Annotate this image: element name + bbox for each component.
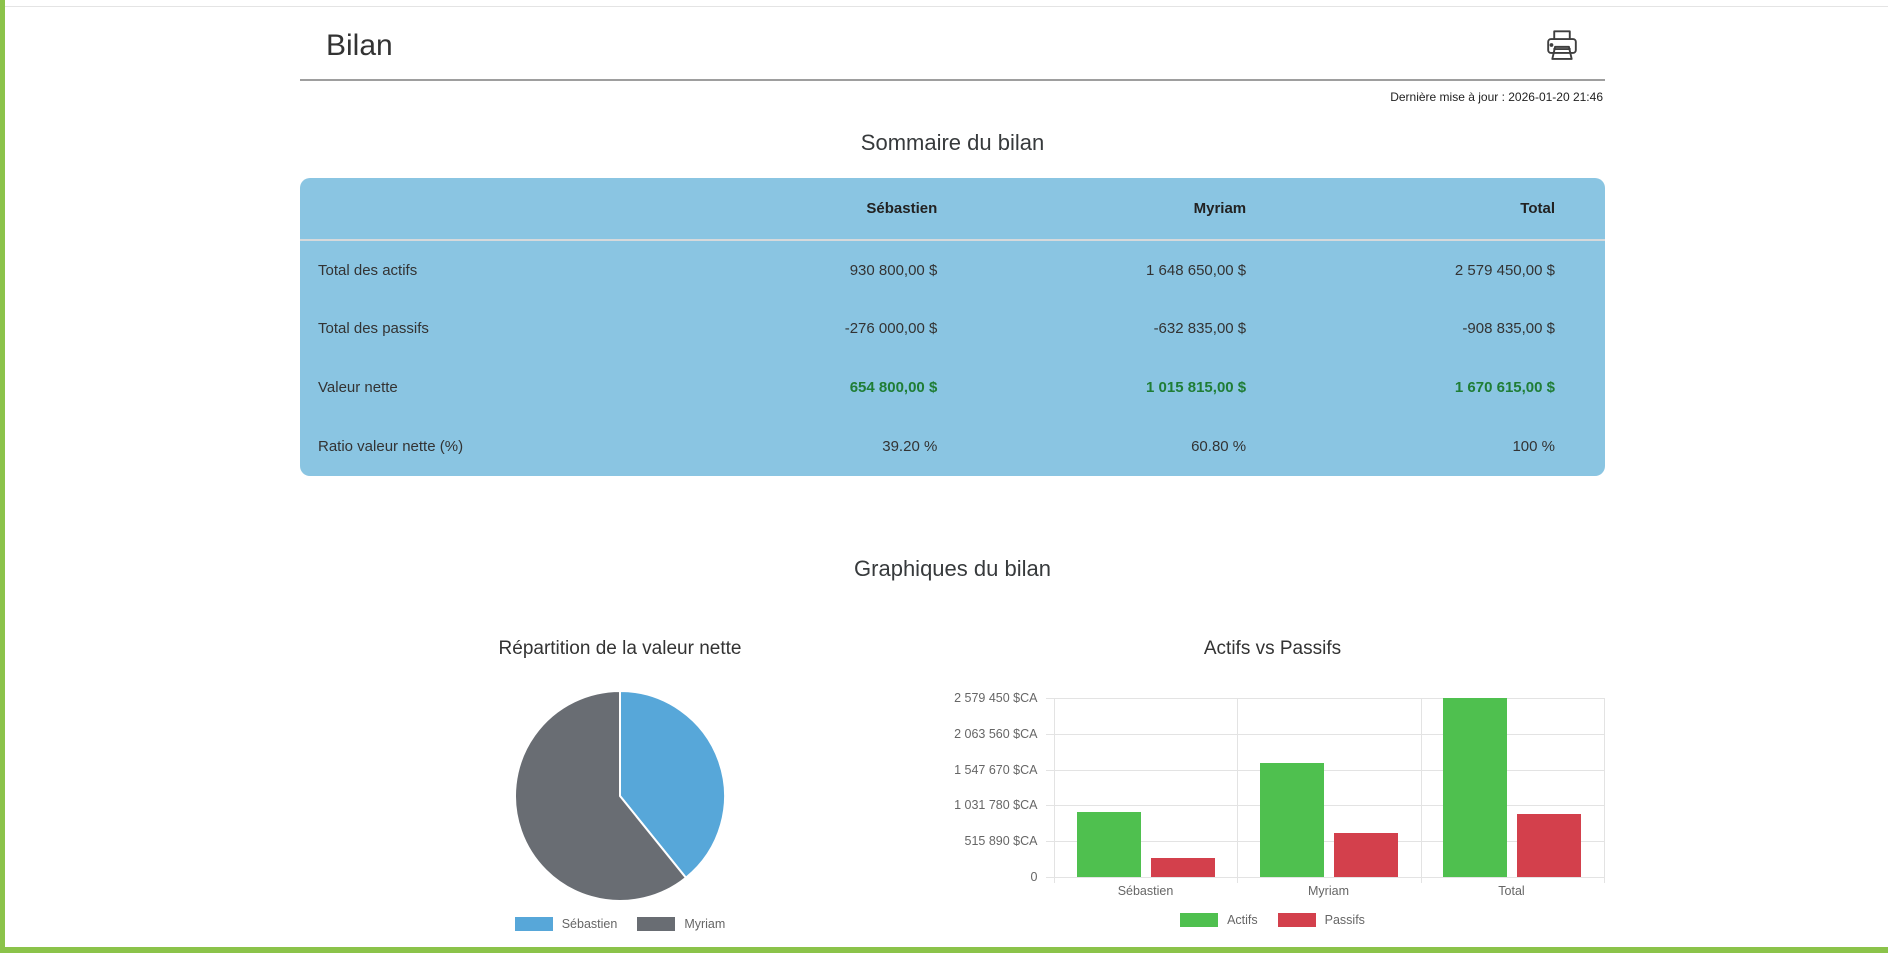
- column-header-total: Total: [1296, 178, 1605, 241]
- bar-y-axis: 2 579 450 $CA 2 063 560 $CA 1 547 670 $CA 1…: [942, 691, 1054, 884]
- bar-x-axis: Sébastien Myriam Total: [1054, 884, 1604, 900]
- legend-label: Sébastien: [561, 917, 618, 931]
- row-label: Valeur nette: [318, 379, 398, 396]
- bar-actifs-myriam: [1259, 763, 1324, 877]
- table-row: Valeur nette 654 800,00 $ 1 015 815,00 $ 1 …: [300, 358, 1605, 417]
- legend-item[interactable]: Myriam: [637, 917, 725, 931]
- row-label: Ratio valeur nette (%): [318, 438, 464, 455]
- y-tick-mark: [1045, 734, 1054, 735]
- table-row: Ratio valeur nette (%) 39.20 % 60.80 % 100 …: [300, 417, 1605, 476]
- table-row: Total des passifs -276 000,00 $ -632 835,0…: [300, 299, 1605, 358]
- vertical-gridline: [1236, 698, 1238, 883]
- y-tick-label: 515 890 $CA: [964, 834, 1038, 848]
- y-tick-label: 2 579 450 $CA: [954, 691, 1038, 705]
- bar-plot-area: [1053, 698, 1605, 883]
- vertical-gridline: [1053, 698, 1055, 883]
- last-update-text: Dernière mise à jour : 2026-01-20 21:46: [1390, 90, 1603, 104]
- cell-value: -908 835,00 $: [1462, 320, 1555, 337]
- cell-value: 39.20 %: [882, 438, 938, 455]
- y-tick-label: 1 547 670 $CA: [954, 763, 1038, 777]
- bar-chart-block: Actifs vs Passifs 2 579 450 $CA 2 063 560…: [940, 638, 1605, 931]
- x-tick-label: Total: [1498, 884, 1525, 898]
- horizontal-gridline: [1053, 698, 1604, 699]
- table-header-row: Sébastien Myriam Total: [300, 178, 1605, 241]
- pie-slice-sébastien: [619, 689, 726, 880]
- pie-chart-block: Répartition de la valeur nette Sébastien…: [300, 638, 940, 931]
- top-divider: [5, 0, 1888, 7]
- horizontal-gridline: [1053, 734, 1604, 735]
- legend-item[interactable]: Actifs: [1180, 913, 1258, 927]
- pie-legend: Sébastien Myriam: [505, 917, 736, 931]
- y-tick-mark: [1045, 805, 1054, 806]
- y-tick-mark: [1045, 698, 1054, 699]
- print-button[interactable]: [1541, 27, 1583, 65]
- legend-item[interactable]: Sébastien: [514, 917, 618, 931]
- column-header-empty: [300, 178, 679, 241]
- cell-value: -632 835,00 $: [1153, 320, 1247, 337]
- horizontal-gridline: [1053, 841, 1604, 842]
- bar-passifs-sébastien: [1150, 858, 1215, 877]
- bar-chart-title: Actifs vs Passifs: [1203, 638, 1342, 659]
- pie-slice-myriam: [514, 689, 688, 902]
- legend-label: Myriam: [684, 917, 726, 931]
- page-title: Bilan: [326, 29, 393, 62]
- legend-swatch: [1277, 913, 1316, 927]
- y-tick-label: 1 031 780 $CA: [954, 798, 1038, 812]
- y-tick-label: 0: [1030, 870, 1038, 884]
- bar-chart: 2 579 450 $CA 2 063 560 $CA 1 547 670 $CA 1…: [942, 691, 1605, 884]
- legend-swatch: [514, 917, 553, 931]
- legend-item[interactable]: Passifs: [1277, 913, 1365, 927]
- cell-value: 654 800,00 $: [849, 379, 938, 396]
- column-header-sebastien: Sébastien: [678, 178, 988, 241]
- column-header-myriam: Myriam: [987, 178, 1297, 241]
- row-label: Total des actifs: [318, 261, 418, 279]
- legend-label: Passifs: [1324, 913, 1365, 927]
- y-tick-mark: [1045, 841, 1054, 842]
- charts-row: Répartition de la valeur nette Sébastien…: [300, 638, 1605, 931]
- row-label: Total des passifs: [318, 320, 429, 337]
- x-tick-label: Sébastien: [1117, 884, 1174, 898]
- legend-swatch: [637, 917, 676, 931]
- bar-actifs-sébastien: [1076, 812, 1141, 877]
- report-page: Bilan Dernière mise à jour : 2026-01-20 …: [300, 27, 1605, 931]
- cell-value: 1 015 815,00 $: [1146, 379, 1247, 396]
- legend-label: Actifs: [1227, 913, 1258, 927]
- bar-passifs-total: [1516, 814, 1581, 877]
- pie-chart: [514, 689, 726, 902]
- horizontal-gridline: [1053, 877, 1604, 878]
- cell-value: 2 579 450,00 $: [1454, 261, 1555, 279]
- y-tick-mark: [1045, 877, 1054, 878]
- bar-legend: Actifs Passifs: [1170, 913, 1375, 927]
- vertical-gridline: [1420, 698, 1422, 883]
- charts-heading: Graphiques du bilan: [854, 556, 1051, 581]
- bar-passifs-myriam: [1333, 833, 1398, 877]
- pie-chart-title: Répartition de la valeur nette: [498, 638, 742, 659]
- cell-value: 930 800,00 $: [849, 261, 938, 279]
- cell-value: -276 000,00 $: [844, 320, 938, 337]
- cell-value: 60.80 %: [1191, 438, 1247, 455]
- vertical-gridline: [1603, 698, 1605, 883]
- y-tick-mark: [1045, 770, 1054, 771]
- horizontal-gridline: [1053, 805, 1604, 806]
- printer-icon: [1547, 30, 1577, 60]
- cell-value: 1 648 650,00 $: [1146, 261, 1247, 279]
- table-row: Total des actifs 930 800,00 $ 1 648 650,00…: [300, 240, 1605, 299]
- summary-table: Sébastien Myriam Total Total des actifs 9…: [300, 178, 1605, 476]
- horizontal-gridline: [1053, 770, 1604, 771]
- cell-value: 1 670 615,00 $: [1454, 379, 1555, 396]
- cell-value: 100 %: [1512, 438, 1555, 455]
- summary-table-wrap: Sébastien Myriam Total Total des actifs 9…: [300, 178, 1605, 476]
- y-tick-label: 2 063 560 $CA: [954, 727, 1038, 741]
- page-header: Bilan: [300, 27, 1605, 65]
- x-tick-label: Myriam: [1308, 884, 1349, 898]
- legend-swatch: [1180, 913, 1219, 927]
- summary-heading: Sommaire du bilan: [860, 130, 1045, 155]
- bar-actifs-total: [1442, 698, 1507, 877]
- title-divider: [300, 79, 1605, 81]
